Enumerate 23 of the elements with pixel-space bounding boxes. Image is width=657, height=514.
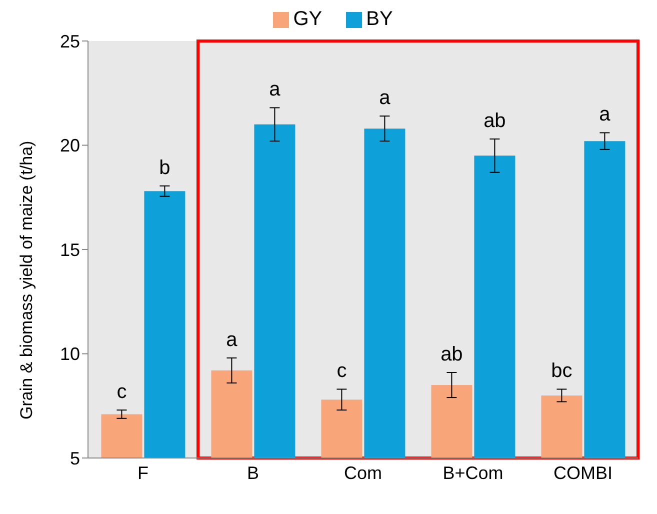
- data-label: c: [116, 381, 127, 404]
- data-label: c: [336, 360, 347, 382]
- data-label: a: [269, 78, 282, 101]
- x-tick-label: B+Com: [442, 462, 504, 483]
- y-tick-label: 25: [60, 31, 80, 52]
- y-tick-label: 20: [60, 136, 80, 156]
- legend-label: BY: [365, 8, 393, 31]
- data-label: bc: [551, 360, 572, 382]
- x-tick-label: B: [246, 462, 260, 483]
- legend-label: GY: [292, 8, 322, 31]
- data-label: b: [159, 156, 170, 179]
- x-tick-label: COMBI: [553, 462, 613, 483]
- data-label: ab: [440, 344, 463, 366]
- data-label: a: [599, 104, 612, 126]
- data-label: a: [226, 328, 238, 351]
- y-tick-label: 10: [60, 344, 80, 364]
- y-tick-label: 5: [70, 448, 80, 468]
- y-axis-title: Grain & biomass yield of maize (t/ha): [17, 140, 36, 420]
- y-tick-label: 15: [60, 240, 80, 260]
- x-tick-label: F: [138, 462, 148, 483]
- data-label: a: [379, 87, 392, 110]
- x-tick-label: Com: [344, 462, 382, 483]
- data-label: ab: [484, 110, 506, 132]
